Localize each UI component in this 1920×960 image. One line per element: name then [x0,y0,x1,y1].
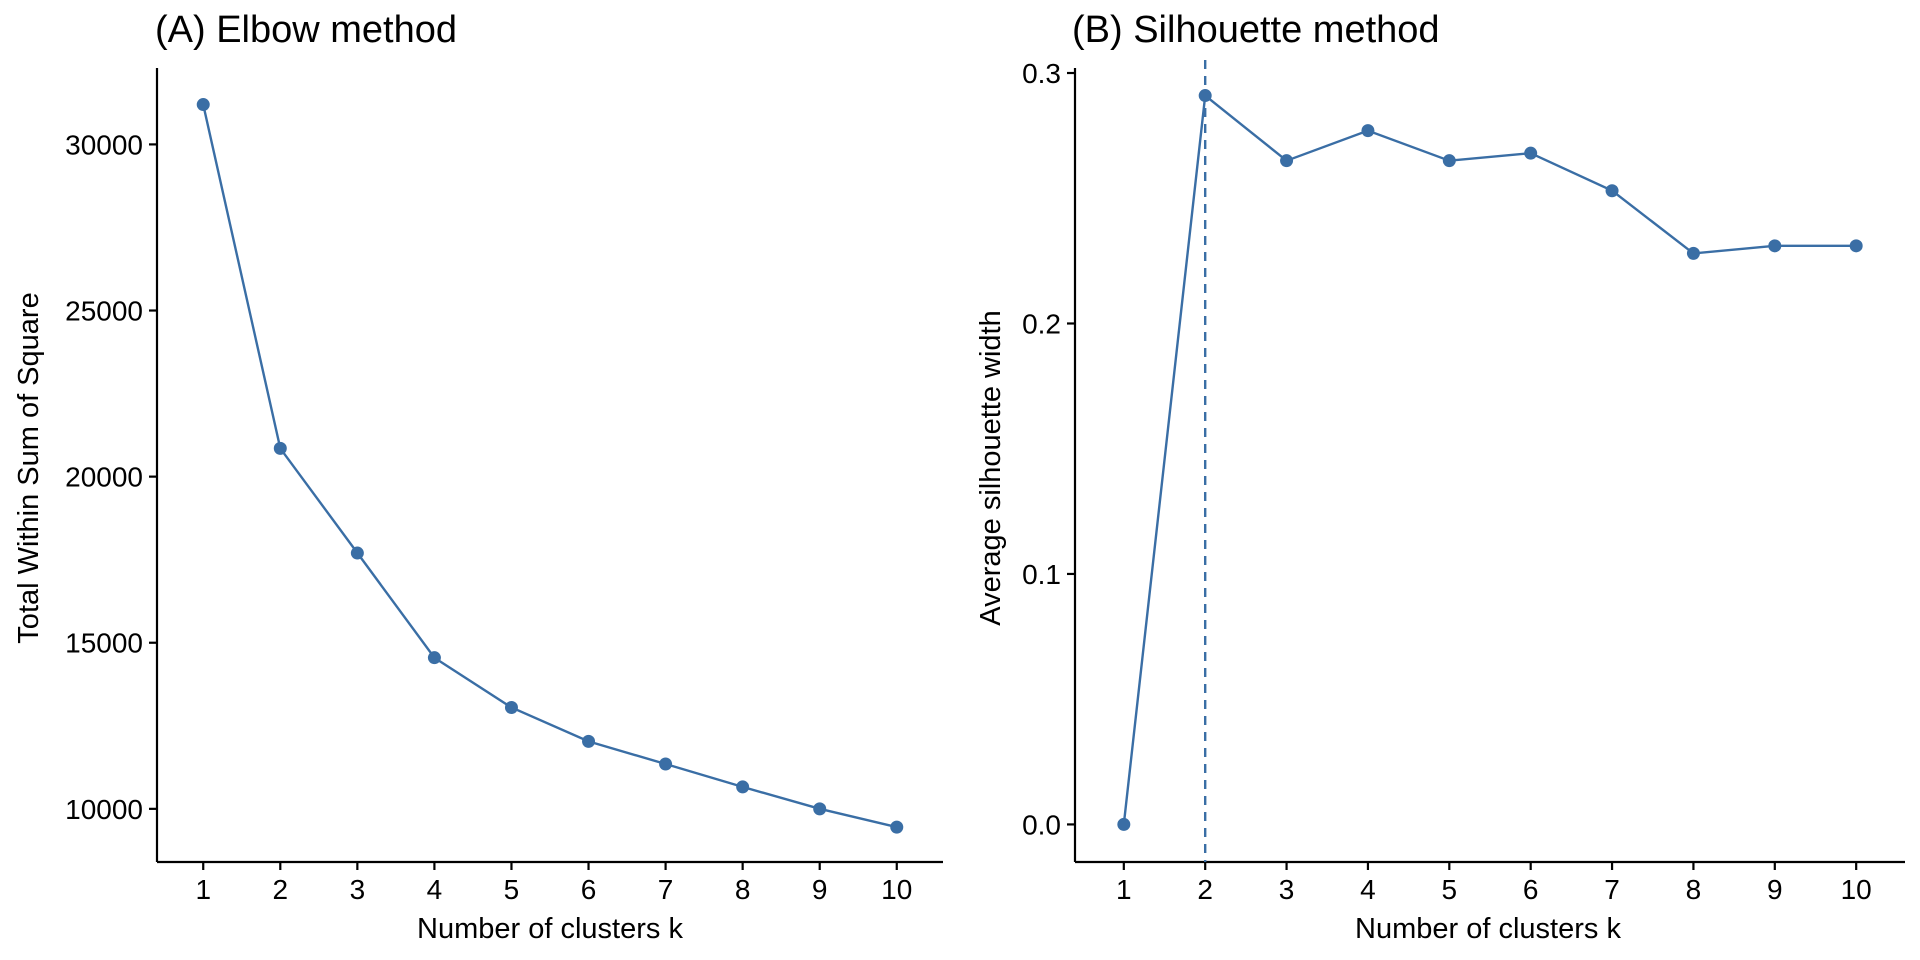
elbow-data-point [273,441,287,455]
silhouette-x-tick-label: 1 [1116,874,1132,905]
silhouette-data-point [1686,246,1700,260]
elbow-x-tick-label: 1 [195,874,211,905]
elbow-y-tick-label: 20000 [65,462,143,493]
silhouette-data-point [1605,184,1619,198]
elbow-series-line [202,104,898,829]
silhouette-data-point [1361,124,1375,138]
silhouette-data-point [1524,146,1538,160]
silhouette-data-point [1117,817,1131,831]
elbow-y-tick-label: 10000 [65,794,143,825]
silhouette-y-tick-label: 0.0 [1022,809,1061,840]
silhouette-x-tick-label: 3 [1279,874,1295,905]
elbow-data-point [659,757,673,771]
silhouette-data-point [1849,239,1863,253]
elbow-x-tick-label: 10 [881,874,912,905]
elbow-data-point [582,734,596,748]
elbow-x-tick-label: 7 [658,874,674,905]
elbow-data-point [350,546,364,560]
silhouette-series-line [1122,93,1857,825]
silhouette-y-tick-label: 0.3 [1022,58,1061,89]
silhouette-data-point [1768,239,1782,253]
elbow-y-tick-label: 15000 [65,628,143,659]
elbow-x-tick-label: 4 [427,874,443,905]
elbow-data-point [736,780,750,794]
silhouette-y-tick-label: 0.2 [1022,308,1061,339]
silhouette-x-axis-label: Number of clusters k [1355,913,1621,945]
elbow-x-tick-label: 8 [735,874,751,905]
elbow-panel: (A) Elbow method Number of clusters k To… [13,9,943,945]
elbow-data-point [427,651,441,665]
elbow-title: (A) Elbow method [155,9,457,51]
elbow-x-axis-label: Number of clusters k [417,913,683,945]
elbow-x-tick-label: 5 [504,874,520,905]
elbow-data-point [813,802,827,816]
silhouette-x-tick-label: 10 [1841,874,1872,905]
silhouette-data-point [1442,154,1456,168]
silhouette-title: (B) Silhouette method [1072,9,1440,51]
elbow-x-tick-label: 9 [812,874,828,905]
silhouette-x-tick-label: 2 [1197,874,1213,905]
elbow-x-tick-label: 2 [273,874,289,905]
elbow-data-point [504,701,518,715]
elbow-x-tick-label: 6 [581,874,597,905]
elbow-y-tick-label: 30000 [65,129,143,160]
elbow-y-axis-label: Total Within Sum of Square [13,292,45,643]
silhouette-x-tick-label: 9 [1767,874,1783,905]
silhouette-y-axis-label: Average silhouette width [975,310,1007,625]
elbow-data-point [890,820,904,834]
silhouette-x-tick-label: 7 [1604,874,1620,905]
silhouette-x-tick-label: 4 [1360,874,1376,905]
elbow-y-tick-label: 25000 [65,296,143,327]
elbow-data-point [196,98,210,112]
silhouette-x-tick-label: 5 [1442,874,1458,905]
silhouette-x-tick-label: 8 [1686,874,1702,905]
elbow-x-tick-label: 3 [350,874,366,905]
silhouette-y-tick-label: 0.1 [1022,559,1061,590]
silhouette-data-point [1280,154,1294,168]
silhouette-panel: (B) Silhouette method Number of clusters… [975,9,1905,945]
silhouette-data-point [1198,89,1212,103]
silhouette-x-tick-label: 6 [1523,874,1539,905]
